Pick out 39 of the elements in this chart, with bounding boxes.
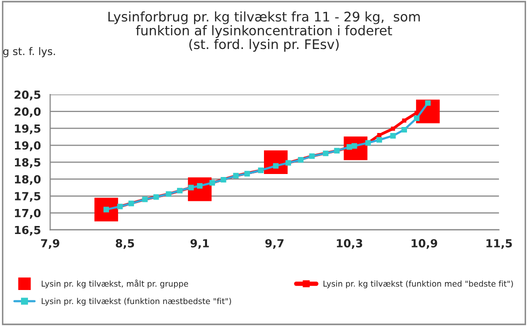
- point: [414, 115, 420, 121]
- y-tick-label: 18,5: [14, 158, 40, 168]
- point: [128, 200, 134, 206]
- point: [402, 118, 406, 123]
- x-tick-label: 9,1: [190, 239, 209, 249]
- x-tick-label: 10,9: [412, 239, 438, 249]
- point: [220, 176, 226, 183]
- point: [298, 157, 304, 163]
- point: [346, 144, 352, 150]
- point: [377, 133, 382, 138]
- x-tick-label: 11,5: [486, 239, 512, 249]
- point: [401, 126, 407, 132]
- legend-label: Lysin pr. kg tilvækst, målt pr. gruppe: [42, 280, 188, 288]
- point: [390, 126, 396, 131]
- chart-title: Lysinforbrug pr. kg tilvækst fra 11 - 29 kg, som funktion af lysinkoncentration i foderet (st. ford. lysin pr. FEsv): [108, 11, 420, 52]
- x-tick-label: 8,5: [116, 239, 134, 249]
- y-axis-title: g st. f. lys.: [3, 47, 55, 58]
- point: [273, 163, 279, 169]
- legend-label: Lysin pr. kg tilvækst (funktion næstbedste "fit"): [42, 298, 232, 306]
- y-tick-label: 17,5: [14, 192, 40, 202]
- point: [322, 150, 328, 156]
- point: [153, 194, 159, 200]
- x-tick-label: 9,7: [265, 239, 284, 249]
- x-tick-label: 7,9: [41, 239, 60, 249]
- y-tick-label: 17,0: [14, 208, 41, 219]
- point: [425, 100, 431, 106]
- y-tick-label: 20,0: [14, 107, 41, 118]
- y-tick-label: 16,5: [14, 226, 40, 236]
- point: [177, 188, 183, 194]
- legend-label: Lysin pr. kg tilvækst (funktion med "bedste fit"): [324, 280, 513, 288]
- point: [376, 137, 382, 143]
- point: [244, 170, 250, 176]
- x-tick-label: 10,3: [336, 239, 362, 249]
- y-tick-label: 19,0: [14, 141, 41, 152]
- y-tick-label: 20,5: [14, 90, 40, 100]
- point: [94, 198, 118, 222]
- y-tick-label: 19,5: [14, 124, 40, 134]
- y-tick-label: 18,0: [14, 175, 41, 185]
- point: [390, 133, 396, 139]
